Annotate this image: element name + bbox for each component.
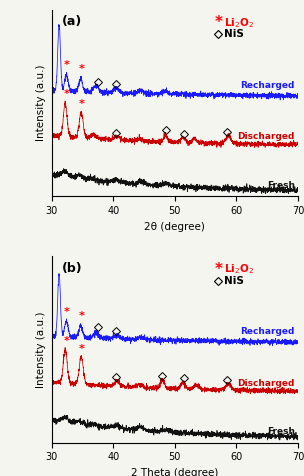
Text: *: * <box>64 307 70 317</box>
Text: (b): (b) <box>61 262 82 275</box>
Text: Li$_2$O$_2$: Li$_2$O$_2$ <box>224 16 254 30</box>
Text: Li$_2$O$_2$: Li$_2$O$_2$ <box>224 262 254 276</box>
Text: *: * <box>64 336 70 346</box>
Text: Discharged: Discharged <box>237 378 295 387</box>
Text: Discharged: Discharged <box>237 132 295 141</box>
Text: NiS: NiS <box>224 30 244 40</box>
Text: Fresh: Fresh <box>267 181 295 190</box>
Y-axis label: Intensity (a.u.): Intensity (a.u.) <box>36 65 46 141</box>
Text: Recharged: Recharged <box>240 80 295 89</box>
Text: *: * <box>215 262 223 277</box>
Y-axis label: Intensity (a.u.): Intensity (a.u.) <box>36 311 46 387</box>
Text: (a): (a) <box>61 15 82 28</box>
Text: *: * <box>64 89 70 99</box>
Text: *: * <box>78 344 84 354</box>
Text: *: * <box>64 60 70 70</box>
X-axis label: 2 Theta (degree): 2 Theta (degree) <box>131 468 219 476</box>
Text: *: * <box>78 311 84 321</box>
Text: *: * <box>78 64 84 74</box>
Text: *: * <box>78 99 84 109</box>
Text: Recharged: Recharged <box>240 327 295 336</box>
X-axis label: 2θ (degree): 2θ (degree) <box>144 221 205 231</box>
Text: *: * <box>215 15 223 30</box>
Text: NiS: NiS <box>224 276 244 286</box>
Text: Fresh: Fresh <box>267 427 295 436</box>
